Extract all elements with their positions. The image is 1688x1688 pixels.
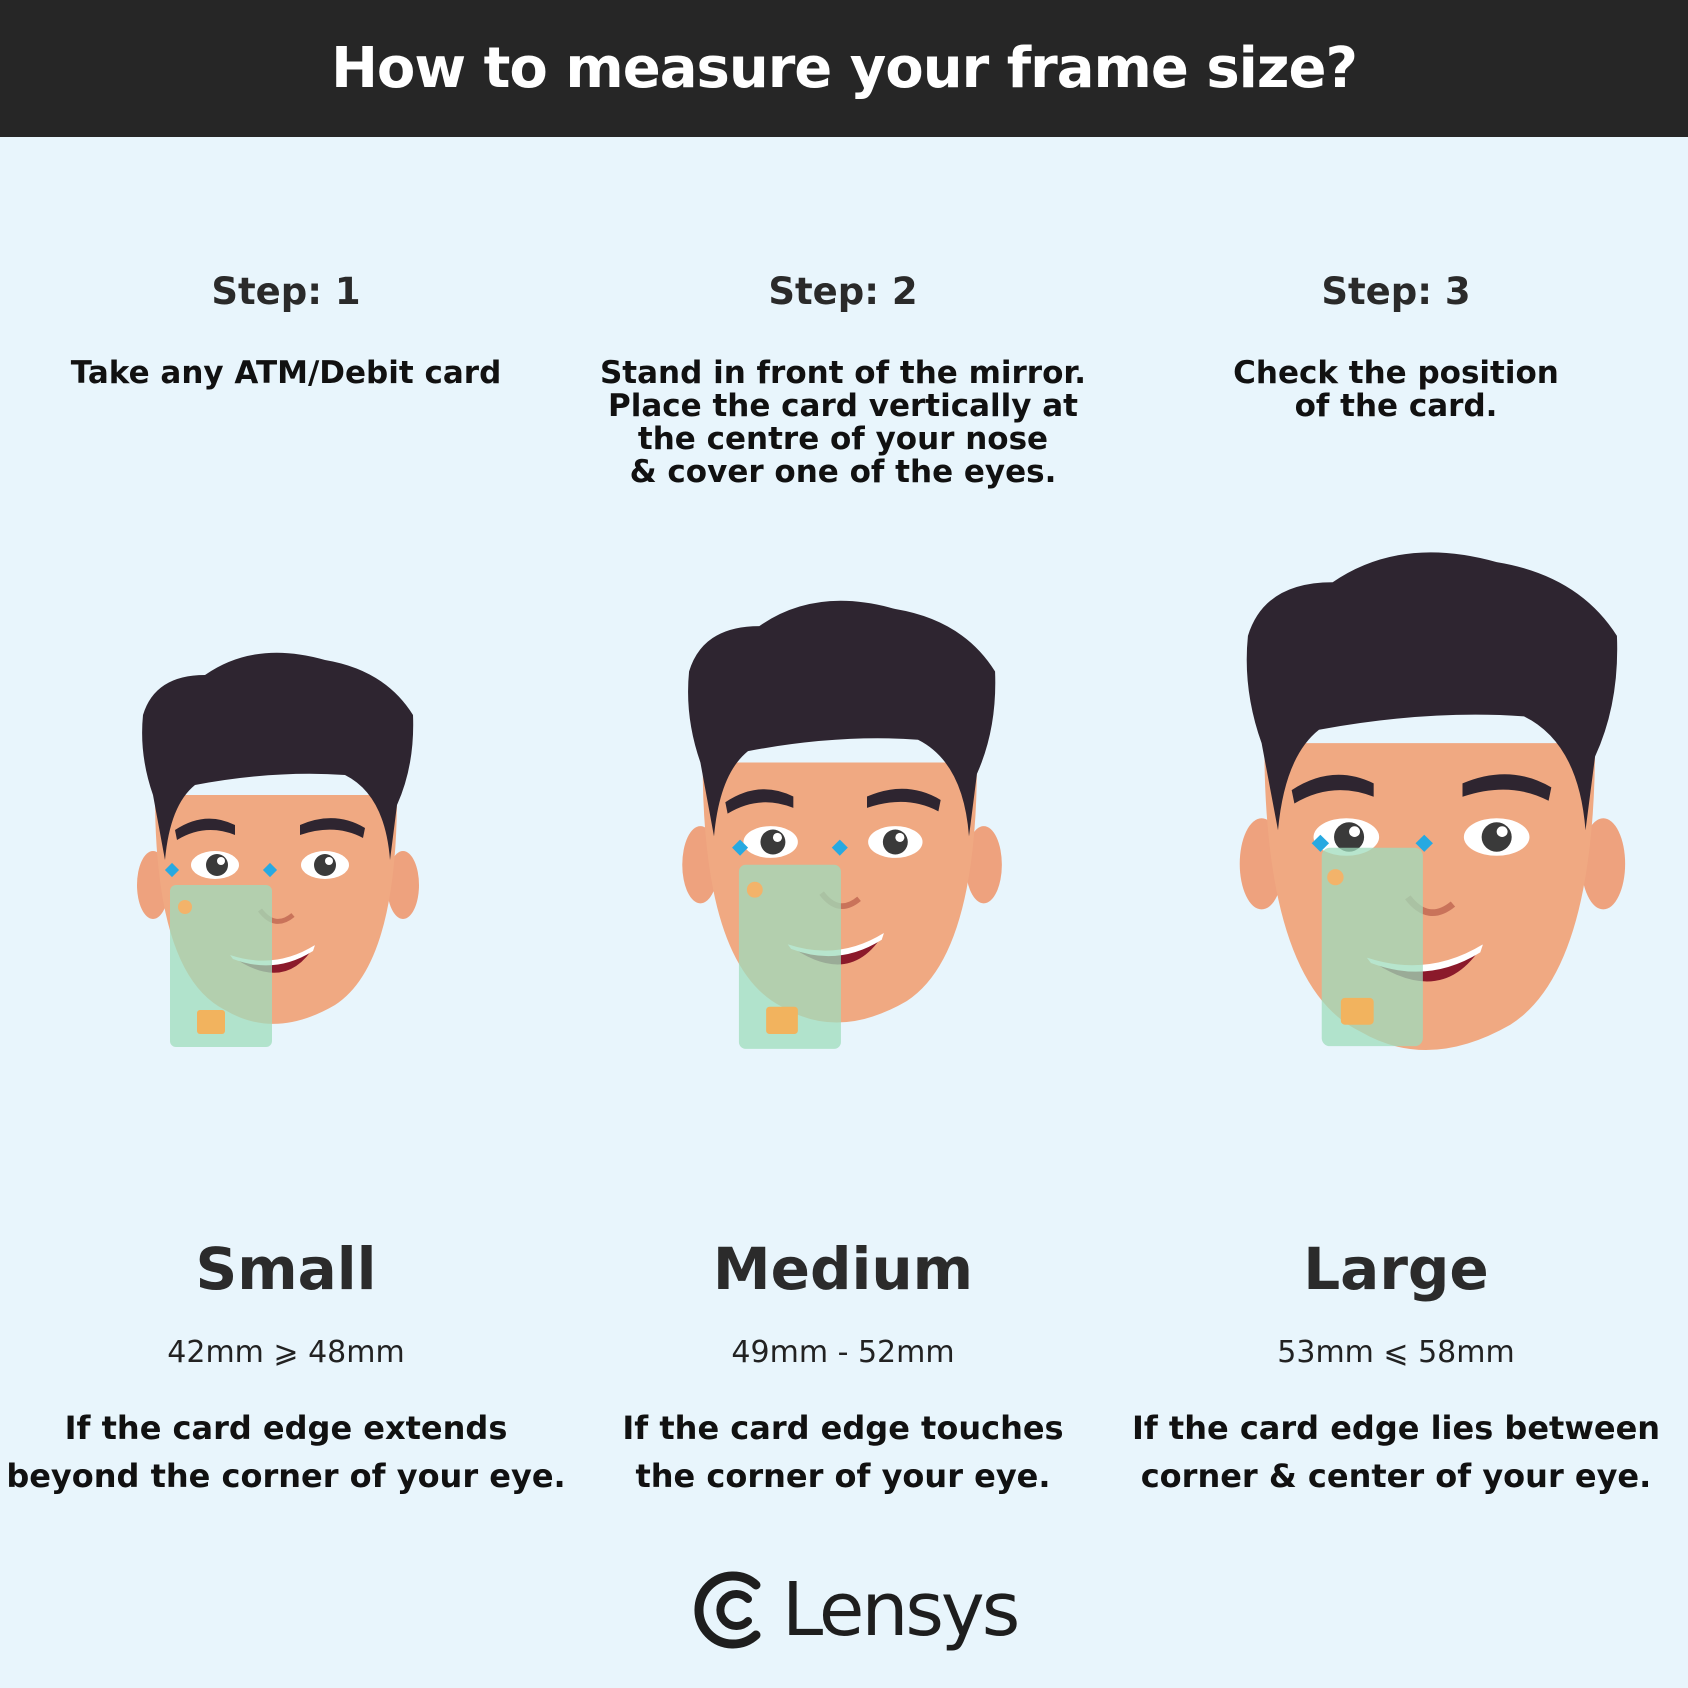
face-with-card-icon [682, 600, 1002, 1049]
face-illustration-large [1237, 542, 1647, 1136]
step-instruction: Check the position of the card. [1233, 355, 1559, 424]
lensys-logo-icon [694, 1571, 761, 1649]
brand-logo: Lensys [690, 1560, 1020, 1660]
size-description: If the card edge lies between corner & c… [1131, 1409, 1661, 1495]
size-name: Small [195, 1235, 377, 1303]
brand-name: Lensys [782, 1567, 1020, 1653]
step-column-1: Step: 1 Take any ATM/Debit card [5, 137, 567, 1537]
page-header: How to measure your frame size? [0, 0, 1688, 137]
size-name: Medium [712, 1235, 974, 1303]
step-column-2: Step: 2 Stand in front of the mirror. Pl… [562, 137, 1124, 1537]
step-title: Step: 1 [211, 270, 361, 313]
face-with-card-icon [1239, 552, 1626, 1050]
size-range: 53mm ⩽ 58mm [1277, 1335, 1515, 1370]
size-name: Large [1303, 1235, 1489, 1303]
face-illustration-small [135, 645, 435, 1089]
face-with-card-icon [137, 652, 419, 1047]
face-illustration-medium [680, 592, 1020, 1096]
step-instruction: Take any ATM/Debit card [70, 355, 502, 391]
page-title: How to measure your frame size? [331, 36, 1358, 101]
size-range: 49mm - 52mm [731, 1335, 955, 1370]
step-title: Step: 3 [1321, 270, 1471, 313]
step-instruction: Stand in front of the mirror. Place the … [599, 355, 1087, 490]
size-description: If the card edge touches the corner of y… [622, 1409, 1064, 1495]
step-title: Step: 2 [768, 270, 918, 313]
step-column-3: Step: 3 Check the position of the card. [1115, 137, 1677, 1537]
size-range: 42mm ⩾ 48mm [167, 1335, 405, 1370]
size-description: If the card edge extends beyond the corn… [6, 1409, 566, 1495]
